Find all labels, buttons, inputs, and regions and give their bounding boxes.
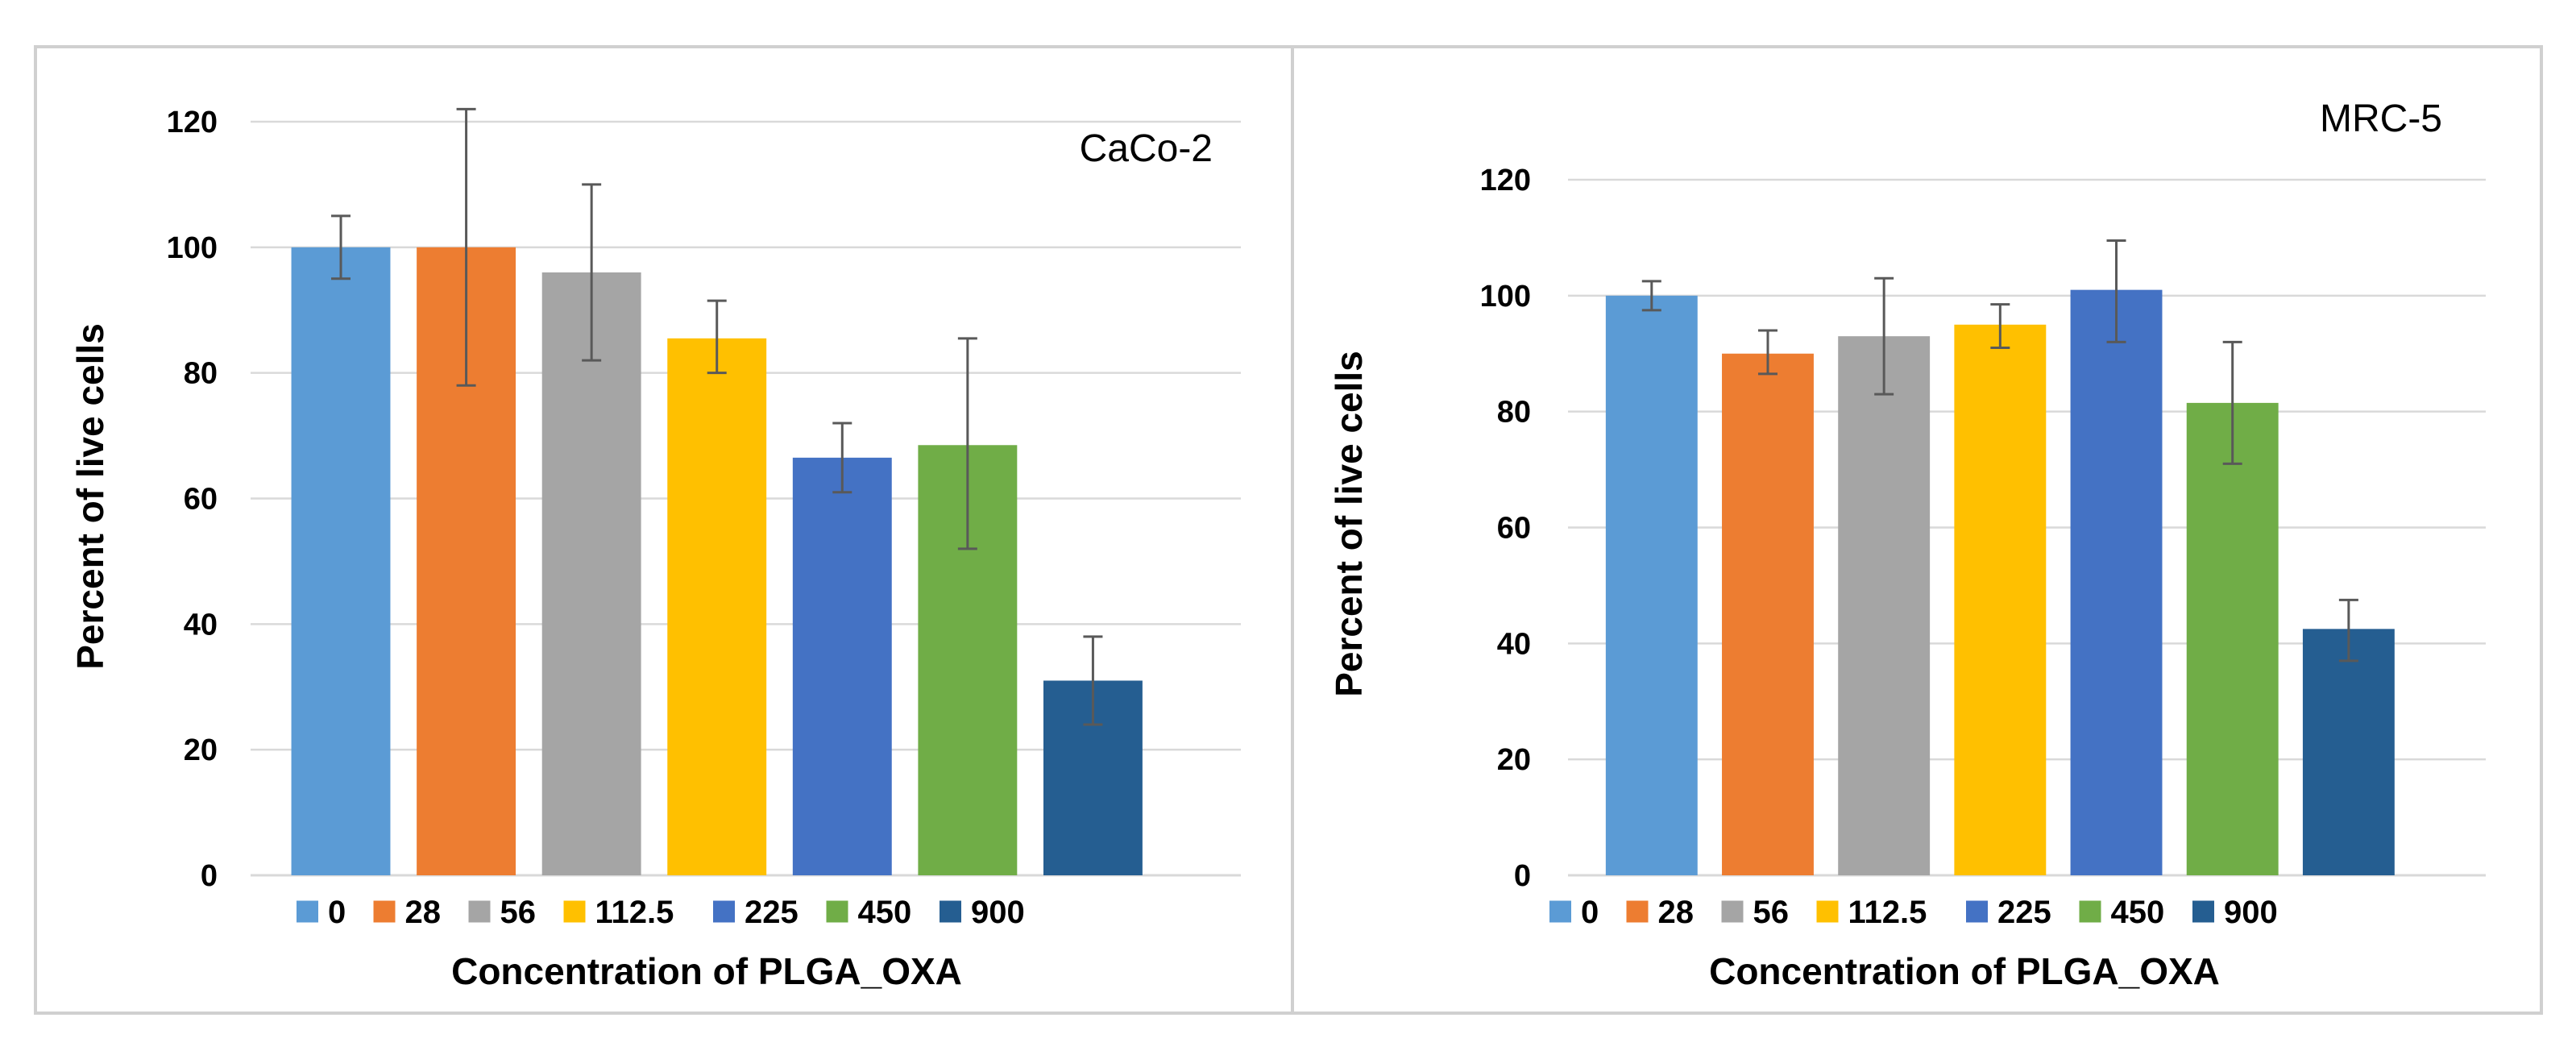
legend-swatch <box>468 900 491 923</box>
y-tick-label: 100 <box>167 231 218 265</box>
legend-swatch <box>1816 900 1839 923</box>
legend-item-450: 450 <box>2079 895 2165 930</box>
y-axis-title: Percent of live cells <box>1328 351 1370 697</box>
y-tick-label: 40 <box>1497 627 1531 661</box>
bar-56 <box>1838 336 1931 875</box>
bar-112.5 <box>1954 324 2047 876</box>
legend-label: 0 <box>328 895 346 930</box>
panel-title: MRC-5 <box>2320 98 2442 140</box>
legend-swatch <box>1966 900 1988 923</box>
legend-swatch <box>297 900 318 923</box>
legend-label: 112.5 <box>1848 895 1927 930</box>
y-tick-label: 60 <box>184 483 218 517</box>
bar-900 <box>2302 629 2395 875</box>
legend: 0 28 56 112.5 225 450 900 <box>297 895 1025 930</box>
y-tick-label: 120 <box>1480 164 1531 197</box>
chart-panel-caco-2: 0 20 40 60 80 100 120 CaCo-2 Percent of live cel… <box>34 45 1294 1015</box>
legend-item-225: 225 <box>713 895 799 930</box>
y-tick-label: 80 <box>1497 396 1531 430</box>
legend-item-450: 450 <box>826 895 912 930</box>
legend-swatch <box>940 900 961 923</box>
x-axis-title: Concentration of PLGA_OXA <box>1709 950 2220 992</box>
legend-label: 225 <box>1997 895 2051 930</box>
legend-label: 900 <box>971 895 1025 930</box>
y-tick-label: 100 <box>1480 280 1531 314</box>
legend-label: 450 <box>858 895 912 930</box>
legend-item-112.5: 112.5 <box>563 895 674 930</box>
legend-item-56: 56 <box>468 895 537 930</box>
legend-swatch <box>373 900 396 923</box>
bar-0 <box>1605 295 1698 875</box>
legend-label: 225 <box>745 895 799 930</box>
bar-28 <box>1722 353 1814 875</box>
legend-item-28: 28 <box>373 895 442 930</box>
legend-item-28: 28 <box>1626 895 1695 930</box>
bar-0 <box>291 247 391 875</box>
legend-swatch <box>2079 900 2101 923</box>
legend-swatch <box>713 900 735 923</box>
bar-225 <box>2070 289 2163 875</box>
legend-label: 450 <box>2111 895 2165 930</box>
bar-450 <box>2186 402 2279 876</box>
legend-item-0: 0 <box>1549 895 1599 930</box>
legend-swatch <box>1626 900 1649 923</box>
y-tick-label: 20 <box>1497 743 1531 777</box>
chart-panel-mrc-5: 0 20 40 60 80 100 120 MRC-5 Percent of live cell… <box>1291 45 2543 1015</box>
legend-item-900: 900 <box>940 895 1025 930</box>
legend-label: 0 <box>1581 895 1599 930</box>
legend-item-0: 0 <box>297 895 346 930</box>
legend-swatch <box>2192 900 2214 923</box>
legend-item-900: 900 <box>2192 895 2278 930</box>
legend-item-56: 56 <box>1721 895 1790 930</box>
y-tick-label: 120 <box>167 106 218 139</box>
y-tick-label: 0 <box>201 859 218 893</box>
bar-56 <box>541 272 641 875</box>
bar-225 <box>792 457 892 875</box>
legend-label: 28 <box>405 895 442 930</box>
y-tick-label: 60 <box>1497 512 1531 546</box>
y-axis-title: Percent of live cells <box>69 323 111 670</box>
legend-swatch <box>826 900 848 923</box>
y-tick-label: 20 <box>184 733 218 767</box>
legend-item-225: 225 <box>1966 895 2051 930</box>
y-tick-label: 0 <box>1514 859 1531 893</box>
legend-swatch <box>1549 900 1571 923</box>
legend-label: 56 <box>500 895 537 930</box>
legend-label: 112.5 <box>595 895 674 930</box>
legend: 0 28 56 112.5 225 450 900 <box>1549 895 2278 930</box>
legend-item-112.5: 112.5 <box>1816 895 1927 930</box>
y-tick-label: 40 <box>184 608 218 642</box>
panel-title: CaCo-2 <box>1080 127 1213 170</box>
legend-swatch <box>1721 900 1744 923</box>
x-axis-title: Concentration of PLGA_OXA <box>451 950 962 992</box>
legend-label: 56 <box>1753 895 1790 930</box>
legend-label: 900 <box>2224 895 2278 930</box>
legend-swatch <box>563 900 586 923</box>
bar-112.5 <box>667 338 767 875</box>
legend-label: 28 <box>1658 895 1695 930</box>
y-tick-label: 80 <box>184 357 218 391</box>
